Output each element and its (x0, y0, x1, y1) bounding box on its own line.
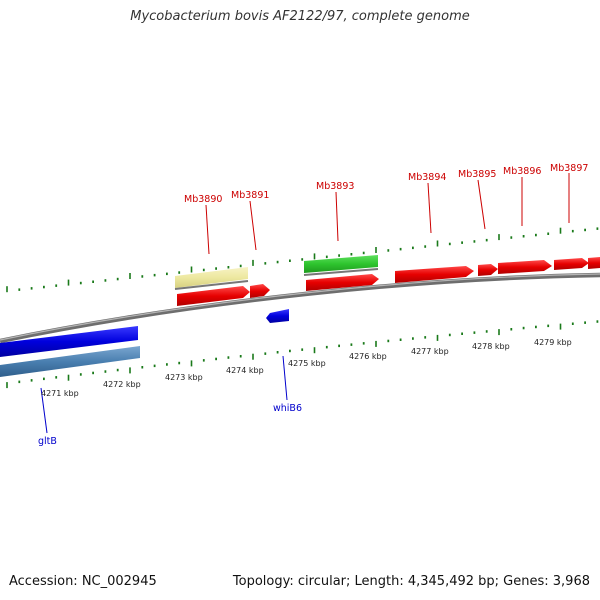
gene-label-mb3891[interactable]: Mb3891 (231, 190, 269, 201)
gene-label-mb3897[interactable]: Mb3897 (550, 163, 588, 174)
label-line-mb3890 (205, 204, 210, 255)
gene-label-mb3894[interactable]: Mb3894 (408, 172, 446, 183)
scale-label-4276: 4276 kbp (349, 352, 387, 361)
rrna-feature-underline (303, 268, 379, 276)
scale-label-4275: 4275 kbp (288, 359, 326, 368)
genome-summary-text: Topology: circular; Length: 4,345,492 bp… (232, 574, 590, 589)
scale-label-4272: 4272 kbp (103, 380, 141, 389)
gene-label-mb3890[interactable]: Mb3890 (184, 194, 222, 205)
rrna-feature[interactable] (304, 255, 378, 273)
label-line-gltb (40, 387, 48, 434)
gene-label-mb3895[interactable]: Mb3895 (458, 169, 496, 180)
gene-arrow-mb3893[interactable] (306, 274, 379, 291)
gene-arrow-mb3896[interactable] (498, 260, 552, 274)
gene-arrow-mb3891[interactable] (250, 284, 270, 298)
reverse-tick-row (6, 320, 599, 389)
gene-arrow-gltb[interactable] (0, 326, 138, 357)
label-line-mb3895 (477, 179, 486, 230)
accession-text: Accession: NC_002945 (9, 574, 157, 589)
gene-label-mb3896[interactable]: Mb3896 (503, 166, 541, 177)
scale-label-4274: 4274 kbp (226, 366, 264, 375)
gene-arrow-mb3890[interactable] (177, 286, 250, 306)
label-line-mb3891 (249, 200, 257, 251)
gene-arrow-next[interactable] (588, 257, 600, 269)
label-line-whib6 (282, 355, 288, 401)
trna-feature-underline (174, 280, 249, 290)
trna-feature[interactable] (175, 267, 248, 288)
map-title: Mycobacterium bovis AF2122/97, complete … (130, 9, 470, 24)
label-line-mb3894 (427, 182, 432, 234)
gene-arrow-mb3897[interactable] (554, 258, 589, 270)
gene-arrow-reverse-misc[interactable] (0, 346, 140, 377)
gene-arrow-whib6[interactable] (266, 309, 289, 323)
genome-backbone-highlight (0, 273, 600, 341)
gene-label-mb3893[interactable]: Mb3893 (316, 181, 354, 192)
gene-arrow-mb3894[interactable] (395, 266, 474, 283)
scale-label-4278: 4278 kbp (472, 342, 510, 351)
scale-label-4273: 4273 kbp (165, 373, 203, 382)
label-line-mb3893 (335, 191, 339, 242)
genome-backbone (0, 272, 600, 344)
forward-tick-row (6, 227, 599, 293)
scale-label-4279: 4279 kbp (534, 338, 572, 347)
gene-arrow-mb3895[interactable] (478, 264, 498, 276)
scale-label-4271: 4271 kbp (41, 389, 79, 398)
gene-label-whib6[interactable]: whiB6 (273, 403, 302, 414)
gene-label-gltb[interactable]: gltB (38, 436, 57, 447)
scale-label-4277: 4277 kbp (411, 347, 449, 356)
